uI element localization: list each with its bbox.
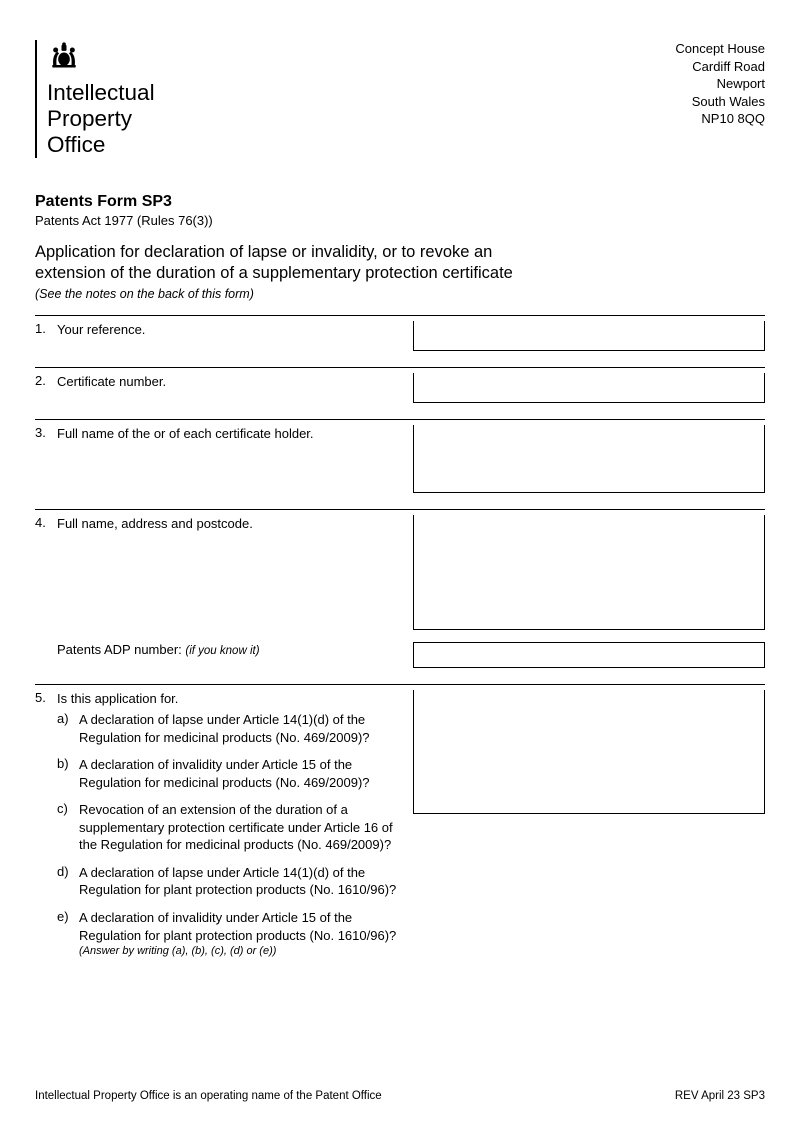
reference-input[interactable] (413, 321, 765, 351)
heading-line-1: Application for declaration of lapse or … (35, 243, 492, 261)
form-row-3: 3. Full name of the or of each certifica… (35, 419, 765, 493)
option-b: b) A declaration of invalidity under Art… (57, 756, 403, 791)
answer-note: (Answer by writing (a), (b), (c), (d) or… (79, 945, 403, 957)
option-a: a) A declaration of lapse under Article … (57, 711, 403, 746)
address-line: Cardiff Road (675, 58, 765, 76)
row-number: 1. (35, 321, 57, 351)
option-e-body: A declaration of invalidity under Articl… (79, 909, 403, 957)
row-label: Your reference. (57, 321, 413, 351)
form-heading: Application for declaration of lapse or … (35, 242, 765, 285)
logo-line-1: Intellectual (47, 80, 155, 106)
option-text: A declaration of invalidity under Articl… (79, 756, 403, 791)
option-text: A declaration of lapse under Article 14(… (79, 711, 403, 746)
option-e: e) A declaration of invalidity under Art… (57, 909, 403, 957)
logo-line-3: Office (47, 132, 155, 158)
header: Intellectual Property Office Concept Hou… (35, 40, 765, 158)
form-row-4: 4. Full name, address and postcode. Pate… (35, 509, 765, 668)
row-input-wrap (413, 373, 765, 403)
row-label: Full name, address and postcode. (57, 515, 413, 630)
form-row-2: 2. Certificate number. (35, 367, 765, 403)
option-letter: c) (57, 801, 79, 854)
address-line: South Wales (675, 93, 765, 111)
logo-text: Intellectual Property Office (47, 80, 155, 158)
row-label: Certificate number. (57, 373, 413, 403)
address-input[interactable] (413, 515, 765, 630)
adp-label-text: Patents ADP number: (57, 642, 185, 657)
row-label: Is this application for. (57, 690, 403, 708)
row-number: 4. (35, 515, 57, 630)
footer: Intellectual Property Office is an opera… (35, 1090, 765, 1102)
spacer (35, 642, 57, 668)
row5-right (413, 690, 765, 958)
row-label: Full name of the or of each certificate … (57, 425, 413, 493)
application-type-input[interactable] (413, 690, 765, 814)
logo-block: Intellectual Property Office (35, 40, 155, 158)
options-list: a) A declaration of lapse under Article … (35, 711, 403, 957)
option-text: A declaration of invalidity under Articl… (79, 909, 403, 944)
crest-icon (47, 40, 81, 70)
row-number: 3. (35, 425, 57, 493)
form-row-1: 1. Your reference. (35, 315, 765, 351)
logo-content: Intellectual Property Office (47, 40, 155, 158)
certificate-number-input[interactable] (413, 373, 765, 403)
address-line: NP10 8QQ (675, 110, 765, 128)
option-letter: d) (57, 864, 79, 899)
option-letter: b) (57, 756, 79, 791)
holder-name-input[interactable] (413, 425, 765, 493)
adp-number-input[interactable] (413, 642, 765, 668)
logo-vertical-rule (35, 40, 37, 158)
address-line: Concept House (675, 40, 765, 58)
option-d: d) A declaration of lapse under Article … (57, 864, 403, 899)
row-input-wrap (413, 425, 765, 493)
row-input-wrap (413, 642, 765, 668)
address-line: Newport (675, 75, 765, 93)
sub-row-adp: Patents ADP number: (if you know it) (35, 642, 765, 668)
address-block: Concept House Cardiff Road Newport South… (675, 40, 765, 128)
row5-left: 5. Is this application for. a) A declara… (35, 690, 413, 958)
row-input-wrap (413, 515, 765, 630)
option-c: c) Revocation of an extension of the dur… (57, 801, 403, 854)
row-number: 2. (35, 373, 57, 403)
form-title: Patents Form SP3 (35, 193, 765, 211)
footer-left: Intellectual Property Office is an opera… (35, 1090, 382, 1102)
page-container: Intellectual Property Office Concept Hou… (0, 0, 800, 1130)
row5-header: 5. Is this application for. (35, 690, 403, 712)
adp-label: Patents ADP number: (if you know it) (57, 642, 413, 668)
option-text: A declaration of lapse under Article 14(… (79, 864, 403, 899)
row-number: 5. (35, 690, 57, 712)
adp-label-note: (if you know it) (185, 645, 259, 657)
option-text: Revocation of an extension of the durati… (79, 801, 403, 854)
row-input-wrap (413, 321, 765, 351)
footer-right: REV April 23 SP3 (675, 1090, 765, 1102)
heading-line-2: extension of the duration of a supplemen… (35, 264, 513, 282)
form-act: Patents Act 1977 (Rules 76(3)) (35, 213, 765, 228)
form-row-5: 5. Is this application for. a) A declara… (35, 684, 765, 958)
option-letter: a) (57, 711, 79, 746)
form-note: (See the notes on the back of this form) (35, 287, 765, 301)
logo-line-2: Property (47, 106, 155, 132)
option-letter: e) (57, 909, 79, 957)
